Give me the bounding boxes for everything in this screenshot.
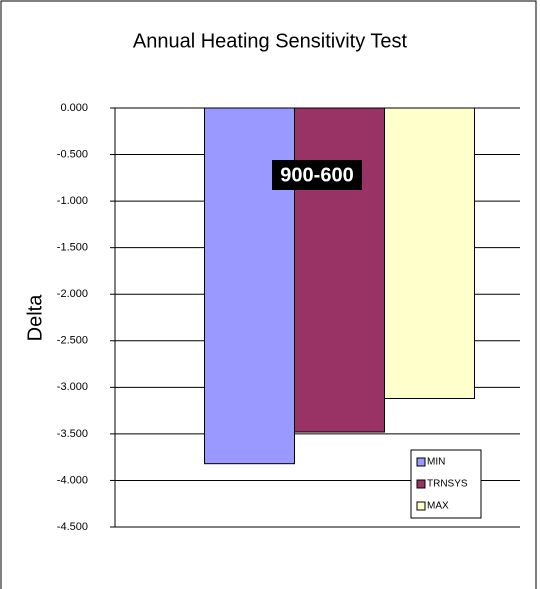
y-tick-label: 0.000 xyxy=(60,102,88,114)
legend-swatch xyxy=(416,457,426,467)
y-tick-label: -2.000 xyxy=(57,288,88,300)
legend-label: MAX xyxy=(427,501,449,512)
y-tick-label: -1.000 xyxy=(57,195,88,207)
legend-label: MIN xyxy=(427,457,445,468)
y-tick-label: -3.000 xyxy=(57,381,88,393)
bar xyxy=(294,107,385,433)
y-axis-title: Delta xyxy=(24,294,46,342)
y-tick-label: -4.000 xyxy=(57,474,88,486)
legend-swatch xyxy=(416,479,426,489)
y-tick-label: -1.500 xyxy=(57,242,88,254)
chart-title: Annual Heating Sensitivity Test xyxy=(133,30,408,52)
y-tick-label: -3.500 xyxy=(57,428,88,440)
y-tick-label: -4.500 xyxy=(57,521,88,533)
y-tick-label: -0.500 xyxy=(57,148,88,160)
annotation: 900-600 xyxy=(280,164,353,186)
bar xyxy=(384,107,475,400)
legend-label: TRNSYS xyxy=(427,479,468,490)
y-tick-label: -2.500 xyxy=(57,335,88,347)
annotation-box xyxy=(272,160,362,190)
legend-swatch xyxy=(416,501,426,511)
